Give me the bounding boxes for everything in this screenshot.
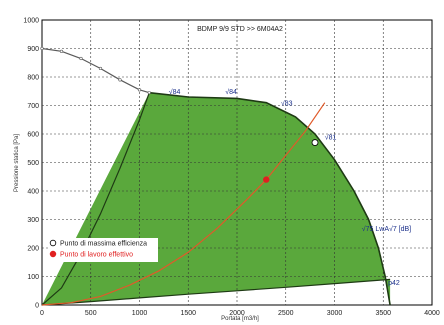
curves-layer [40,46,391,306]
x-tick-label: 3500 [375,310,391,317]
x-axis-label: Portata [m3/h] [221,316,259,322]
operating-point [263,176,270,183]
x-tick-label: 2500 [278,310,294,317]
chart-annotation: √75 LwA√7 [dB] [362,225,411,233]
legend-box [48,238,158,262]
operating-area-left-boundary [41,92,150,306]
system-curve [41,102,326,306]
max-speed-curve-marker [118,78,122,82]
y-tick-label: 500 [27,160,39,167]
x-tick-label: 500 [85,310,97,317]
annotations-layer: √84 √84 √83 √81 √75 LwA√7 [dB] p42 [169,88,411,287]
y-tick-label: 800 [27,75,39,82]
chart-annotation: √84 [225,88,237,96]
x-tick-label: 1500 [180,310,196,317]
max-speed-curve-marker [147,91,151,95]
y-tick-label: 300 [27,217,39,224]
max-speed-curve-marker [98,66,103,71]
ticks-layer: 0 500 1000 1500 2000 2500 3000 3500 4000 0 100 200 3… [23,18,439,318]
max-efficiency-point [311,139,319,146]
max-speed-curve-marker [59,49,64,53]
chart-annotation: √81 [325,134,337,142]
chart-annotation: √83 [281,100,293,108]
x-tick-label: 0 [40,310,44,317]
legend-operating-point-label: Punto di lavoro effettivo [60,252,133,259]
legend-max-efficiency-marker [49,239,57,247]
y-tick-label: 1000 [23,18,39,25]
max-speed-curve-marker [137,88,142,92]
legend-max-efficiency-label: Punto di massima efficienza [60,241,147,248]
x-tick-label: 2000 [229,310,245,317]
chart-title: BDMP 9/9 STD >> 6M04A2 [197,26,283,33]
x-tick-label: 1000 [132,310,148,317]
chart-annotation: p42 [388,280,400,287]
operating-area-upper-boundary [149,91,391,306]
y-tick-label: 700 [27,103,39,110]
y-tick-label: 0 [35,303,39,310]
y-tick-label: 900 [27,46,39,53]
legend: Punto di massima efficienza Punto di lavo… [48,238,158,262]
max-speed-curve-marker [79,56,83,61]
chart-annotation: √84 [169,88,181,96]
y-tick-label: 100 [27,274,39,281]
y-tick-label: 600 [27,132,39,139]
x-tick-label: 4000 [424,310,440,317]
x-tick-label: 3000 [327,310,343,317]
max-speed-curve-marker [40,46,44,51]
operating-area-lower-boundary [41,278,391,306]
points-layer [263,139,319,183]
y-tick-label: 200 [27,246,39,253]
legend-operating-point-marker [49,250,57,258]
y-axis-label: Pressione statica [Pa] [14,134,20,192]
y-tick-label: 400 [27,189,39,196]
